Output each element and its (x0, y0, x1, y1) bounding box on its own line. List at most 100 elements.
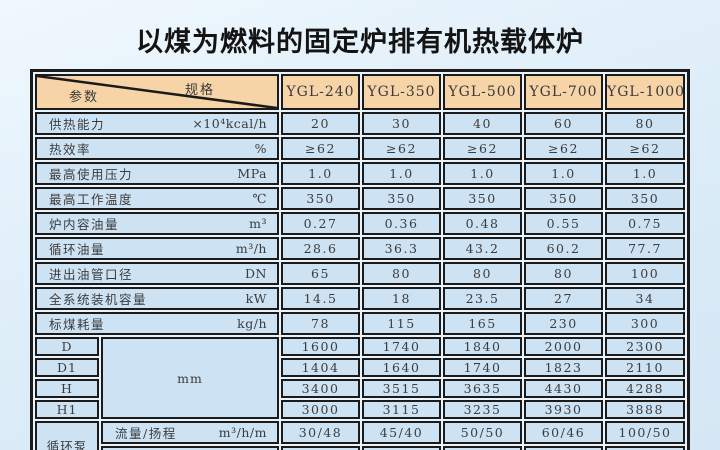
value-cell: 14.5 (281, 287, 360, 310)
value-cell: 1740 (443, 358, 522, 377)
value-cell: ≥62 (443, 137, 522, 160)
value-cell: 0.27 (281, 212, 360, 235)
corner-label-param: 参数 (69, 90, 100, 105)
dimension-label: D1 (35, 358, 99, 377)
value-cell: 77.7 (605, 237, 685, 260)
value-cell: 18 (362, 287, 441, 310)
table-row-dimension-d1: D1 1404 1640 1740 1823 2110 (35, 358, 685, 377)
param-unit: kW (245, 291, 267, 306)
value-cell: 80 (362, 262, 441, 285)
value-cell: 0.55 (524, 212, 603, 235)
table-row-pipe-diameter: 进出油管口径 DN 65 80 80 80 100 (35, 262, 685, 285)
value-cell: 1.0 (605, 162, 685, 185)
param-cell: 炉内容油量 m³ (35, 212, 279, 235)
value-cell: 350 (605, 187, 685, 210)
value-cell: 300 (605, 312, 685, 335)
dimension-label: H1 (35, 400, 99, 419)
value-cell: 165 (443, 312, 522, 335)
table-row-coal-consumption: 标煤耗量 kg/h 78 115 165 230 300 (35, 312, 685, 335)
value-cell: 3400 (281, 379, 360, 398)
param-unit: MPa (237, 166, 267, 181)
param-cell: 循环油量 m³/h (35, 237, 279, 260)
value-cell: 2000 (524, 337, 603, 356)
value-cell: 60.2 (524, 237, 603, 260)
param-unit: m³ (249, 216, 267, 231)
value-cell: 3930 (524, 400, 603, 419)
column-header-ygl-500: YGL-500 (443, 74, 522, 110)
value-cell: 15 (524, 446, 603, 450)
value-cell: 3515 (362, 379, 441, 398)
value-cell: 350 (362, 187, 441, 210)
value-cell: ≥62 (605, 137, 685, 160)
column-header-ygl-1000: YGL-1000 (605, 74, 685, 110)
value-cell: 1640 (362, 358, 441, 377)
value-cell: 15 (443, 446, 522, 450)
table-row-oil-volume: 炉内容油量 m³ 0.27 0.36 0.48 0.55 0.75 (35, 212, 685, 235)
value-cell: 22 (605, 446, 685, 450)
param-cell: 流量/扬程 m³/h/m (101, 421, 279, 444)
value-cell: ≥62 (524, 137, 603, 160)
param-cell: 最高使用压力 MPa (35, 162, 279, 185)
value-cell: 1.0 (443, 162, 522, 185)
value-cell: 45/40 (362, 421, 441, 444)
corner-label-spec: 规格 (184, 83, 215, 98)
value-cell: 1823 (524, 358, 603, 377)
value-cell: 60/46 (524, 421, 603, 444)
dimension-label: H (35, 379, 99, 398)
corner-header-cell: 规格 参数 (35, 74, 279, 110)
table-row-heat-capacity: 供热能力 ×10⁴kcal/h 20 30 40 60 80 (35, 112, 685, 135)
value-cell: 115 (362, 312, 441, 335)
page-title: 以煤为燃料的固定炉排有机热载体炉 (136, 27, 584, 58)
value-cell: ≥62 (362, 137, 441, 160)
value-cell: 80 (524, 262, 603, 285)
value-cell: 40 (443, 112, 522, 135)
value-cell: 3235 (443, 400, 522, 419)
param-cell: 热效率 % (35, 137, 279, 160)
param-unit: ×10⁴kcal/h (192, 116, 267, 131)
pump-label: 循环泵 (35, 421, 99, 450)
value-cell: 1.0 (281, 162, 360, 185)
param-unit: DN (245, 266, 267, 281)
value-cell: 28.6 (281, 237, 360, 260)
table-row-dimension-d: D mm 1600 1740 1840 2000 2300 (35, 337, 685, 419)
value-cell: 2110 (605, 358, 685, 377)
value-cell: 78 (281, 312, 360, 335)
param-name: 炉内容油量 (49, 217, 120, 232)
value-cell: 65 (281, 262, 360, 285)
table-row-dimension-h1: H1 3000 3115 3235 3930 3888 (35, 400, 685, 419)
value-cell: 0.36 (362, 212, 441, 235)
param-name: 循环油量 (49, 242, 106, 257)
param-cell: 供热能力 ×10⁴kcal/h (35, 112, 279, 135)
table-row-pump-power: 功率 kW 7.5 11 15 15 22 (35, 446, 685, 450)
param-name: 全系统装机容量 (49, 292, 148, 307)
value-cell: ≥62 (281, 137, 360, 160)
value-cell: 30/48 (281, 421, 360, 444)
value-cell: 3000 (281, 400, 360, 419)
value-cell: 1740 (362, 337, 441, 356)
value-cell: 3635 (443, 379, 522, 398)
value-cell: 11 (362, 446, 441, 450)
value-cell: 80 (605, 112, 685, 135)
table-row-installed-capacity: 全系统装机容量 kW 14.5 18 23.5 27 34 (35, 287, 685, 310)
param-cell: 进出油管口径 DN (35, 262, 279, 285)
table-row-dimension-h: H 3400 3515 3635 4430 4288 (35, 379, 685, 398)
param-name: 热效率 (49, 142, 92, 157)
param-name: 进出油管口径 (49, 267, 134, 282)
value-cell: 50/50 (443, 421, 522, 444)
value-cell: 4430 (524, 379, 603, 398)
value-cell: 1.0 (524, 162, 603, 185)
value-cell: 20 (281, 112, 360, 135)
value-cell: 100 (605, 262, 685, 285)
column-header-ygl-700: YGL-700 (524, 74, 603, 110)
table-row-max-pressure: 最高使用压力 MPa 1.0 1.0 1.0 1.0 1.0 (35, 162, 685, 185)
column-header-ygl-240: YGL-240 (281, 74, 360, 110)
param-unit: kg/h (237, 316, 267, 331)
param-unit: ℃ (252, 191, 267, 206)
param-cell: 功率 kW (101, 446, 279, 450)
value-cell: 350 (443, 187, 522, 210)
value-cell: 1600 (281, 337, 360, 356)
value-cell: 1840 (443, 337, 522, 356)
param-name: 最高使用压力 (49, 167, 134, 182)
value-cell: 30 (362, 112, 441, 135)
